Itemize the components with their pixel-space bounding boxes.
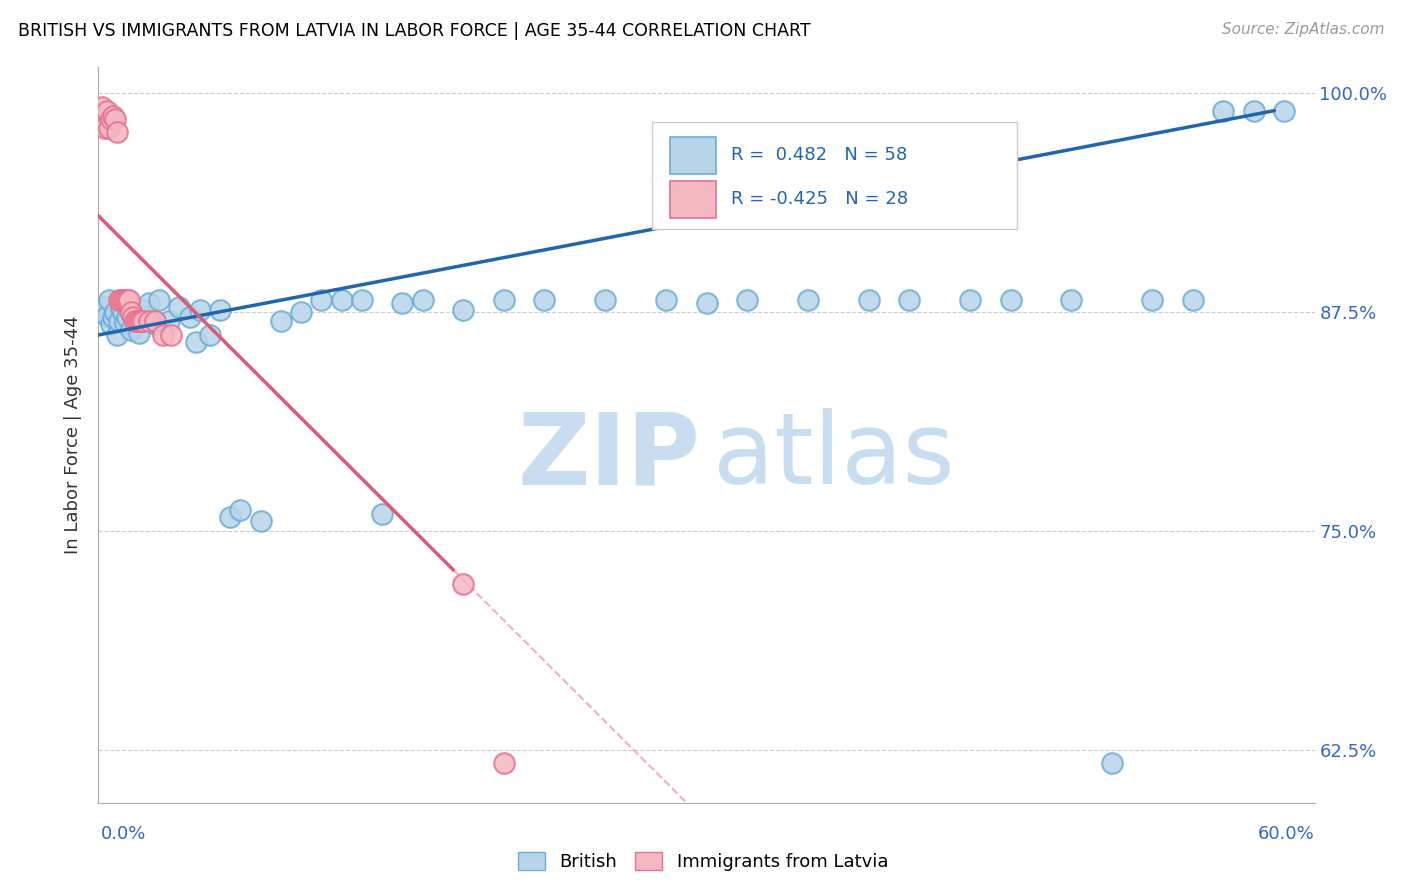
- Point: [138, 296, 160, 310]
- Text: 0.0%: 0.0%: [101, 825, 146, 843]
- Point: [1142, 293, 1164, 307]
- Bar: [671, 181, 716, 218]
- Point: [959, 293, 981, 307]
- Point: [110, 293, 132, 307]
- Point: [143, 318, 166, 332]
- Point: [100, 318, 122, 332]
- Point: [797, 293, 820, 307]
- Point: [492, 756, 515, 770]
- Point: [122, 310, 145, 325]
- Point: [96, 309, 118, 323]
- Text: ZIP: ZIP: [517, 409, 700, 506]
- Point: [132, 314, 155, 328]
- Point: [198, 328, 221, 343]
- Point: [138, 314, 160, 328]
- Point: [330, 293, 353, 307]
- Point: [115, 293, 138, 307]
- Point: [124, 314, 146, 328]
- Point: [311, 293, 333, 307]
- Point: [1243, 103, 1265, 118]
- Text: R =  0.482   N = 58: R = 0.482 N = 58: [731, 146, 907, 164]
- Point: [101, 109, 124, 123]
- Point: [120, 305, 142, 319]
- Point: [209, 303, 232, 318]
- Point: [1182, 293, 1205, 307]
- Point: [93, 300, 115, 314]
- Point: [100, 112, 122, 127]
- Point: [124, 314, 146, 328]
- Point: [1212, 103, 1234, 118]
- Point: [129, 314, 152, 328]
- Point: [169, 300, 191, 314]
- Point: [412, 293, 434, 307]
- Point: [97, 121, 120, 136]
- Point: [160, 328, 183, 343]
- Point: [104, 112, 127, 127]
- Point: [1060, 293, 1083, 307]
- Point: [290, 305, 312, 319]
- Point: [125, 314, 148, 328]
- Text: 60.0%: 60.0%: [1258, 825, 1315, 843]
- Y-axis label: In Labor Force | Age 35-44: In Labor Force | Age 35-44: [65, 316, 83, 554]
- Point: [270, 314, 292, 328]
- Text: R = -0.425   N = 28: R = -0.425 N = 28: [731, 190, 908, 209]
- Point: [105, 328, 128, 343]
- Point: [593, 293, 616, 307]
- Point: [105, 125, 128, 139]
- Point: [152, 328, 174, 343]
- Point: [157, 314, 180, 328]
- Point: [110, 301, 132, 316]
- Text: Source: ZipAtlas.com: Source: ZipAtlas.com: [1222, 22, 1385, 37]
- Point: [91, 100, 114, 114]
- Point: [128, 326, 150, 341]
- Point: [391, 296, 413, 310]
- Point: [492, 293, 515, 307]
- Point: [97, 293, 120, 307]
- Text: atlas: atlas: [713, 409, 955, 506]
- Point: [533, 293, 555, 307]
- Point: [107, 293, 129, 307]
- Text: BRITISH VS IMMIGRANTS FROM LATVIA IN LABOR FORCE | AGE 35-44 CORRELATION CHART: BRITISH VS IMMIGRANTS FROM LATVIA IN LAB…: [18, 22, 811, 40]
- Point: [114, 316, 136, 330]
- Point: [453, 303, 475, 318]
- Point: [249, 514, 271, 528]
- Point: [114, 293, 136, 307]
- Point: [93, 121, 115, 136]
- Point: [898, 293, 921, 307]
- Point: [115, 310, 138, 325]
- Point: [118, 293, 141, 307]
- Point: [184, 334, 207, 349]
- Point: [655, 293, 678, 307]
- Bar: [671, 136, 716, 174]
- Point: [1000, 293, 1022, 307]
- Point: [1272, 103, 1295, 118]
- Point: [104, 305, 127, 319]
- Point: [143, 314, 166, 328]
- Point: [118, 303, 141, 318]
- Point: [696, 296, 718, 310]
- Point: [91, 305, 114, 319]
- Point: [128, 314, 150, 328]
- Point: [229, 503, 252, 517]
- FancyBboxPatch shape: [652, 122, 1017, 229]
- Point: [858, 293, 880, 307]
- Point: [148, 293, 170, 307]
- Point: [735, 293, 758, 307]
- Point: [120, 323, 142, 337]
- Point: [101, 310, 124, 325]
- Point: [1101, 756, 1123, 770]
- Point: [453, 576, 475, 591]
- Point: [107, 314, 129, 328]
- Point: [111, 305, 134, 319]
- Legend: British, Immigrants from Latvia: British, Immigrants from Latvia: [510, 845, 896, 879]
- Point: [96, 103, 118, 118]
- Point: [188, 303, 211, 318]
- Point: [89, 112, 111, 127]
- Point: [132, 303, 155, 318]
- Point: [219, 510, 242, 524]
- Point: [371, 507, 394, 521]
- Point: [111, 293, 134, 307]
- Point: [179, 310, 201, 325]
- Point: [350, 293, 373, 307]
